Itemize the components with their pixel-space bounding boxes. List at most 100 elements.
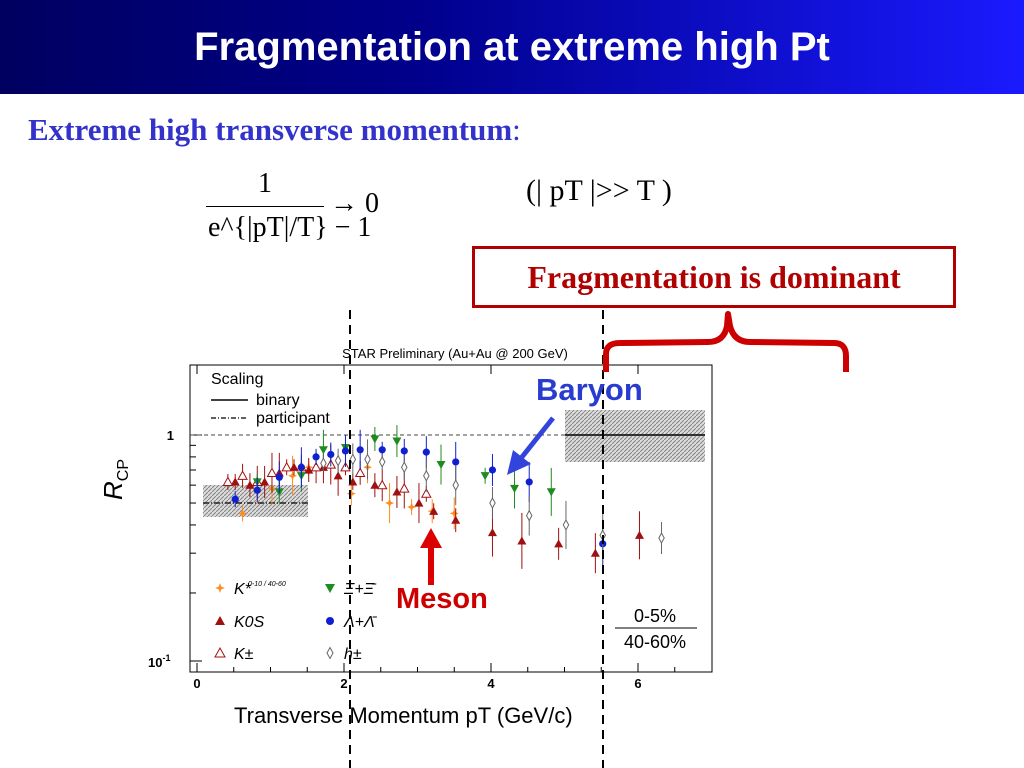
legend-kstar-sub: 0-10 / 40-60 (248, 581, 286, 588)
hpm-point (364, 453, 371, 466)
hpm-point (334, 454, 342, 467)
hpm-point (489, 497, 496, 510)
formula-numerator: 1 (258, 168, 272, 199)
baryon-annotation: Baryon (536, 372, 643, 407)
k0s-point (304, 465, 314, 474)
k0s-point (245, 480, 255, 489)
lambda-point (341, 447, 350, 455)
kstar-point (407, 502, 417, 512)
xi-point (546, 488, 556, 497)
kstar-point (238, 508, 248, 518)
legend-xi-marker (325, 584, 335, 593)
lambda-point (488, 466, 497, 474)
plot-frame (189, 364, 713, 673)
lambda-point (422, 448, 430, 456)
heading: Extreme high transverse momentum: (28, 112, 521, 148)
legend-k0s-marker (215, 616, 225, 625)
x-tick-label: 6 (634, 676, 641, 691)
kpm-point (354, 467, 366, 477)
k0s-point (289, 462, 299, 471)
baryon-arrow-shaft (516, 416, 555, 464)
k0s-point (429, 506, 439, 515)
x-axis-label: Transverse Momentum pT (GeV/c) (234, 703, 573, 728)
k0s-point (370, 480, 380, 489)
legend-kstar-label: K* (234, 581, 252, 598)
k0s-point (392, 487, 402, 496)
kstar-point (385, 498, 395, 508)
scaling-legend-title: Scaling (211, 371, 263, 388)
y-axis-label: RCP (98, 459, 133, 500)
k0s-point (230, 477, 240, 486)
hpm-point (562, 518, 570, 531)
formula-condition: (| pT |>> T ) (526, 174, 672, 207)
hpm-point (320, 457, 327, 470)
legend-kpm-label: K± (234, 646, 254, 663)
slide-title: Fragmentation at extreme high Pt (194, 25, 830, 69)
k0s-point (451, 515, 461, 524)
meson-arrow-head (420, 528, 442, 548)
legend-lambda-marker (326, 617, 334, 625)
legend-lambda-label: Λ+Λ̄ (343, 614, 378, 631)
formula-denominator: e^{|pT|/T} − 1 (208, 212, 372, 243)
heading-text: Extreme high transverse momentum (28, 112, 513, 147)
callout-box (472, 246, 956, 308)
meson-annotation: Meson (396, 583, 488, 615)
x-tick-label: 0 (193, 676, 200, 691)
kstar-point (449, 508, 459, 518)
chart-title: STAR Preliminary (Au+Au @ 200 GeV) (342, 346, 568, 361)
lambda-point (327, 450, 335, 459)
hpm-point (423, 469, 430, 482)
legend-kstar-marker (215, 583, 225, 593)
hpm-point (452, 479, 459, 492)
xi-point (436, 460, 446, 470)
legend-hpm-label: h± (344, 646, 362, 663)
lambda-point (378, 446, 386, 454)
k0s-point (554, 539, 564, 548)
xi-point (392, 437, 402, 446)
lambda-point (400, 447, 408, 455)
kpm-point (266, 467, 278, 477)
kstar-point (346, 489, 356, 499)
xi-point (510, 484, 520, 493)
hpm-point (378, 455, 386, 468)
kpm-point (281, 461, 293, 472)
fragmentation-brace (603, 311, 849, 372)
centrality-denominator: 40-60% (624, 632, 686, 652)
baryon-arrow-head (507, 450, 531, 475)
heading-colon: : (512, 112, 521, 147)
x-tick-label: 2 (340, 676, 347, 691)
formula-fraction-line (206, 206, 324, 207)
hpm-point (401, 461, 408, 474)
lambda-point (452, 458, 460, 466)
y-axis-label-main: R (98, 481, 128, 500)
xi-point (318, 446, 328, 455)
binary-systematic-band (565, 410, 705, 462)
k0s-point (517, 536, 527, 545)
k0s-point (414, 498, 424, 507)
xi-point (370, 435, 380, 444)
legend-xi-label: Ξ+Ξ̄ (343, 581, 377, 598)
lambda-point (312, 453, 320, 461)
legend-kpm-marker (214, 646, 226, 658)
kpm-point (310, 461, 322, 472)
kstar-point (288, 471, 298, 481)
k0s-point (487, 528, 497, 537)
scaling-legend-participant: participant (256, 410, 330, 427)
y-tick-label-base: 10 (148, 655, 162, 670)
scaling-legend-binary: binary (256, 392, 300, 409)
kpm-point (398, 482, 410, 493)
hpm-point (658, 532, 665, 545)
y-tick-label: 10-1 (148, 653, 170, 670)
k0s-point (634, 530, 644, 539)
title-bar (0, 0, 1024, 94)
kpm-point (237, 470, 248, 480)
lambda-point (231, 495, 239, 503)
callout-text: Fragmentation is dominant (527, 259, 901, 295)
k0s-point (590, 548, 600, 557)
y-tick-label-exp: -1 (162, 653, 170, 663)
k0s-point (260, 477, 270, 486)
legend-k0s-label: K0S (234, 614, 265, 631)
xi-point (480, 472, 490, 481)
kpm-point (222, 476, 234, 487)
